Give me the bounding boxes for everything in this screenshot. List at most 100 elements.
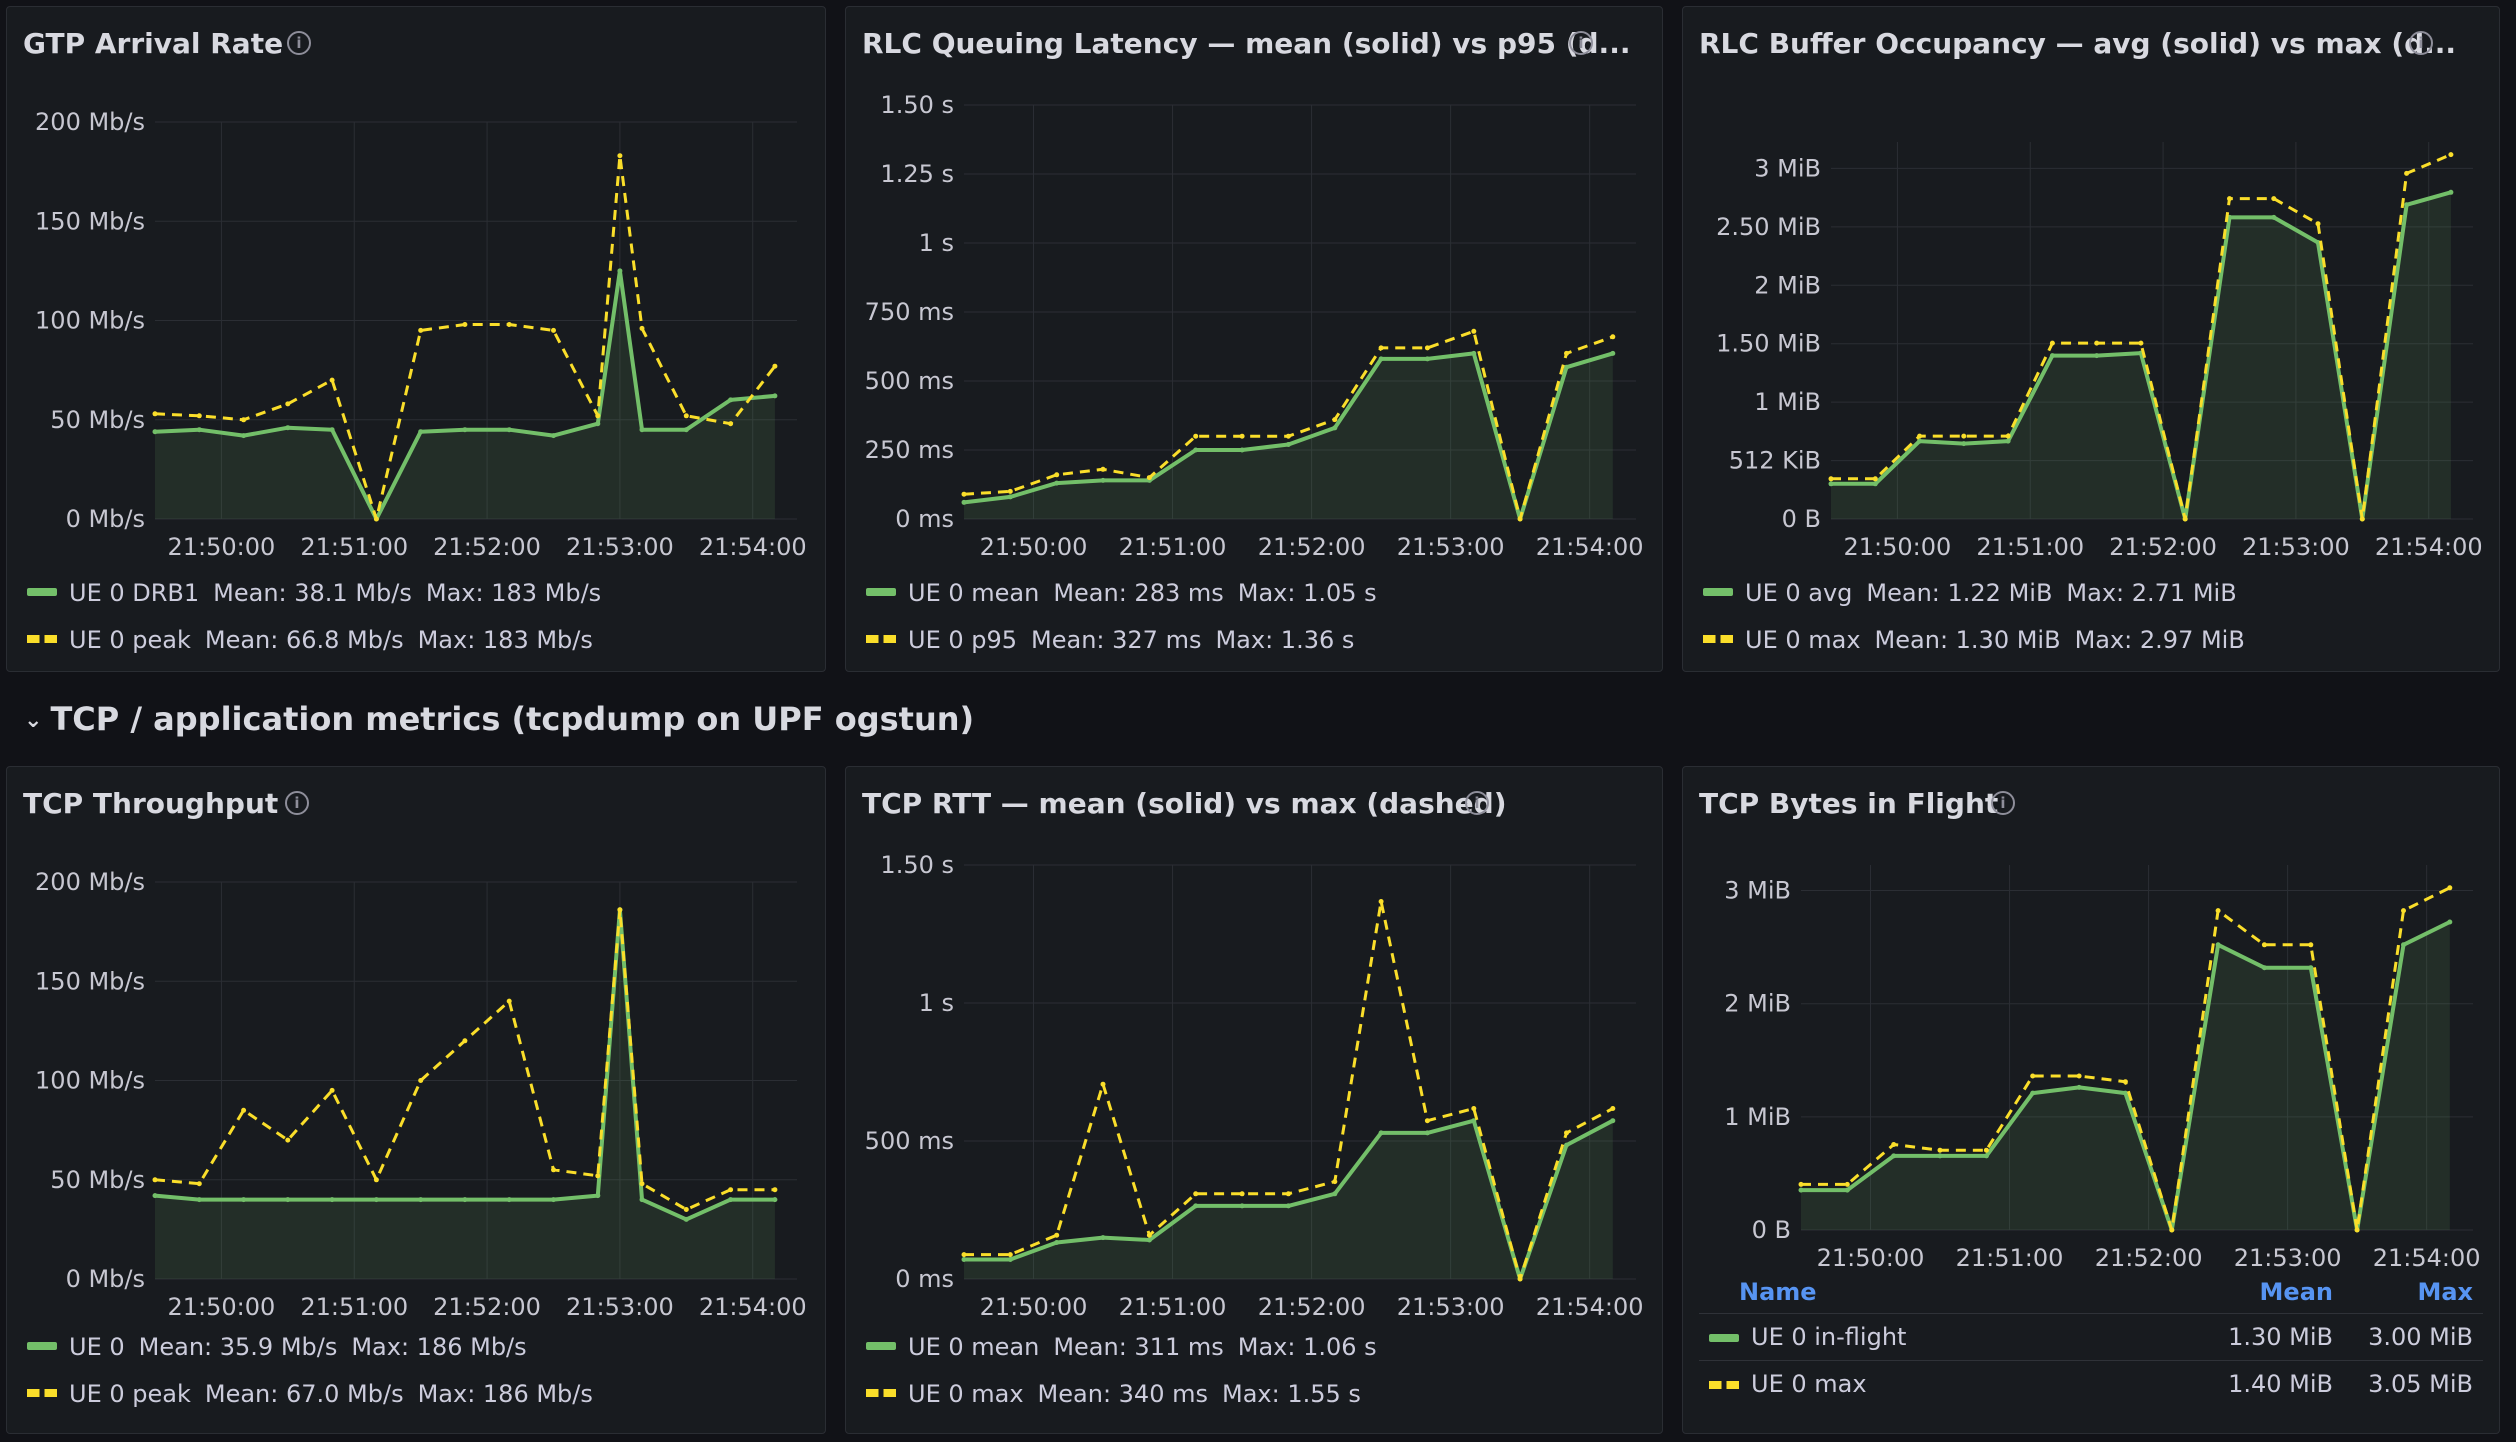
legend-swatch-dashed bbox=[1709, 1381, 1739, 1389]
series-area bbox=[155, 909, 775, 1279]
legend-item-ue0-peak[interactable]: UE 0 peak Mean: 66.8 Mb/s Max: 183 Mb/s bbox=[27, 626, 593, 654]
legend-row-max[interactable]: UE 0 max 1.40 MiB 3.05 MiB bbox=[1699, 1360, 2483, 1407]
legend-mean: Mean: 283 ms bbox=[1053, 579, 1224, 607]
data-point bbox=[2030, 1090, 2036, 1096]
data-point bbox=[551, 327, 556, 333]
panel-tcp-throughput[interactable]: TCP Throughput i 0 Mb/s 50 Mb/s 100 Mb/s 15… bbox=[6, 766, 826, 1434]
data-point bbox=[1285, 1203, 1291, 1209]
panel-tcp-rtt[interactable]: TCP RTT — mean (solid) vs max (dashed) i… bbox=[845, 766, 1663, 1434]
y-tick-label: 0 ms bbox=[895, 1265, 954, 1293]
data-point bbox=[2448, 189, 2454, 195]
y-tick-label: 500 ms bbox=[865, 367, 954, 395]
chevron-down-icon[interactable]: ⌄ bbox=[24, 708, 43, 733]
data-point bbox=[241, 417, 247, 423]
x-tick-label: 21:53:00 bbox=[2234, 1244, 2342, 1267]
y-tick-label: 0 B bbox=[1752, 1216, 1791, 1244]
data-point bbox=[2308, 965, 2314, 971]
legend-name: UE 0 avg bbox=[1745, 579, 1853, 607]
legend-item-ue0-avg[interactable]: UE 0 avg Mean: 1.22 MiB Max: 2.71 MiB bbox=[1703, 579, 2237, 607]
y-tick-label: 2 MiB bbox=[1724, 990, 1791, 1018]
header-name[interactable]: Name bbox=[1739, 1278, 1817, 1306]
legend-mean: 1.30 MiB bbox=[2228, 1323, 2333, 1351]
legend-item-ue0-peak[interactable]: UE 0 peak Mean: 67.0 Mb/s Max: 186 Mb/s bbox=[27, 1380, 593, 1408]
data-point bbox=[1798, 1187, 1804, 1193]
chart-tcp-bif: 0 B 1 MiB 2 MiB 3 MiB 21:50:00 21:51:00 21:52:… bbox=[1724, 865, 2481, 1267]
data-point bbox=[196, 1181, 202, 1187]
panel-rlc-buffer-occupancy[interactable]: RLC Buffer Occupancy — avg (solid) vs ma… bbox=[1682, 6, 2500, 672]
info-icon[interactable]: i bbox=[1465, 791, 1489, 815]
panel-rlc-queuing-latency[interactable]: RLC Queuing Latency — mean (solid) vs p9… bbox=[845, 6, 1663, 672]
data-point bbox=[595, 421, 601, 427]
data-point bbox=[2227, 196, 2232, 202]
data-point bbox=[1891, 1153, 1897, 1159]
data-point bbox=[1424, 1118, 1430, 1124]
legend-item-ue0-mean[interactable]: UE 0 mean Mean: 283 ms Max: 1.05 s bbox=[866, 579, 1377, 607]
legend-name: UE 0 bbox=[69, 1333, 125, 1361]
header-max[interactable]: Max bbox=[2417, 1278, 2473, 1306]
panel-gtp-arrival-rate[interactable]: GTP Arrival Rate i 0 Mb/s 50 Mb/s 100 Mb/s… bbox=[6, 6, 826, 672]
x-tick-label: 21:54:00 bbox=[1536, 533, 1644, 561]
legend-swatch-dashed bbox=[27, 635, 57, 643]
data-point bbox=[683, 413, 689, 419]
data-point bbox=[772, 1197, 778, 1203]
legend-row-in-flight[interactable]: UE 0 in-flight 1.30 MiB 3.00 MiB bbox=[1699, 1313, 2483, 1360]
data-point bbox=[2138, 340, 2144, 346]
legend-max: Max: 1.06 s bbox=[1237, 1333, 1377, 1361]
chart-gtp: 0 Mb/s 50 Mb/s 100 Mb/s 150 Mb/s 200 Mb/s 21:… bbox=[35, 108, 807, 561]
panel-title[interactable]: TCP RTT — mean (solid) vs max (dashed) bbox=[862, 787, 1507, 820]
data-point bbox=[2076, 1073, 2082, 1079]
panel-title[interactable]: TCP Throughput bbox=[23, 787, 279, 820]
x-tick-label: 21:54:00 bbox=[2373, 1244, 2481, 1267]
data-point bbox=[1564, 350, 1569, 356]
data-point bbox=[1332, 1179, 1338, 1185]
panel-title[interactable]: GTP Arrival Rate bbox=[23, 27, 284, 60]
data-point bbox=[1917, 433, 1923, 439]
data-point bbox=[241, 1107, 247, 1113]
y-tick-label: 0 Mb/s bbox=[66, 505, 145, 533]
data-point bbox=[728, 1197, 734, 1203]
data-point bbox=[1872, 476, 1878, 482]
data-point bbox=[1564, 364, 1569, 370]
data-point bbox=[683, 1216, 689, 1222]
legend-item-ue0-max[interactable]: UE 0 max Mean: 340 ms Max: 1.55 s bbox=[866, 1380, 1361, 1408]
data-point bbox=[1983, 1153, 1989, 1159]
panel-tcp-bytes-in-flight[interactable]: TCP Bytes in Flight i 0 B 1 MiB 2 MiB 3 MiB… bbox=[1682, 766, 2500, 1434]
x-tick-label: 21:51:00 bbox=[300, 1293, 408, 1321]
data-point bbox=[1610, 334, 1616, 340]
legend-item-ue0-p95[interactable]: UE 0 p95 Mean: 327 ms Max: 1.36 s bbox=[866, 626, 1354, 654]
info-icon[interactable]: i bbox=[2409, 31, 2433, 55]
data-point bbox=[1828, 481, 1834, 487]
header-mean[interactable]: Mean bbox=[2259, 1278, 2333, 1306]
info-icon[interactable]: i bbox=[1991, 791, 2015, 815]
chart-tcp-throughput: 0 Mb/s 50 Mb/s 100 Mb/s 150 Mb/s 200 Mb/s 21:… bbox=[35, 868, 807, 1321]
row-header-tcp-metrics[interactable]: ⌄ TCP / application metrics (tcpdump on U… bbox=[24, 700, 974, 738]
data-point bbox=[418, 1197, 424, 1203]
data-point bbox=[1844, 1187, 1850, 1193]
data-point bbox=[1193, 1203, 1199, 1209]
row-header-label: TCP / application metrics (tcpdump on UP… bbox=[50, 700, 975, 738]
data-point bbox=[1193, 433, 1199, 439]
data-point bbox=[551, 433, 556, 439]
y-tick-label: 200 Mb/s bbox=[35, 868, 145, 896]
data-point bbox=[1828, 476, 1834, 482]
info-icon[interactable]: i bbox=[1569, 31, 1593, 55]
y-tick-label: 1.25 s bbox=[880, 160, 954, 188]
data-point bbox=[2404, 170, 2410, 176]
panel-title[interactable]: RLC Queuing Latency — mean (solid) vs p9… bbox=[862, 27, 1631, 60]
data-point bbox=[2447, 919, 2453, 925]
data-point bbox=[1424, 356, 1430, 362]
legend-item-ue0-mean[interactable]: UE 0 mean Mean: 311 ms Max: 1.06 s bbox=[866, 1333, 1377, 1361]
info-icon[interactable]: i bbox=[285, 791, 309, 815]
x-tick-label: 21:54:00 bbox=[699, 1293, 807, 1321]
x-tick-label: 21:53:00 bbox=[566, 533, 674, 561]
x-tick-label: 21:50:00 bbox=[1844, 533, 1952, 561]
panel-title[interactable]: RLC Buffer Occupancy — avg (solid) vs ma… bbox=[1699, 27, 2457, 60]
panel-title[interactable]: TCP Bytes in Flight bbox=[1699, 787, 1999, 820]
legend-item-ue0-drb1[interactable]: UE 0 DRB1 Mean: 38.1 Mb/s Max: 183 Mb/s bbox=[27, 579, 601, 607]
legend-name: UE 0 DRB1 bbox=[69, 579, 200, 607]
data-point bbox=[2030, 1073, 2036, 1079]
legend-item-ue0-max[interactable]: UE 0 max Mean: 1.30 MiB Max: 2.97 MiB bbox=[1703, 626, 2245, 654]
legend-item-ue0[interactable]: UE 0 Mean: 35.9 Mb/s Max: 186 Mb/s bbox=[27, 1333, 527, 1361]
info-icon[interactable]: i bbox=[287, 31, 311, 55]
data-point bbox=[1054, 1232, 1060, 1238]
